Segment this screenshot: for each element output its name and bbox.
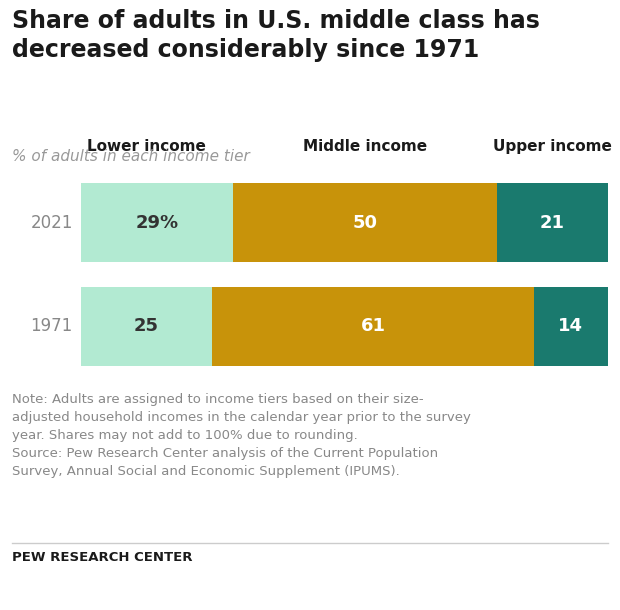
Text: Upper income: Upper income (493, 139, 612, 154)
Text: 25: 25 (134, 317, 159, 336)
Bar (212, 287, 534, 366)
Bar (81, 183, 233, 262)
Text: 1971: 1971 (30, 317, 73, 336)
Text: Note: Adults are assigned to income tiers based on their size-
adjusted househol: Note: Adults are assigned to income tier… (12, 393, 471, 478)
Bar (534, 287, 608, 366)
Text: 2021: 2021 (30, 214, 73, 232)
Text: 14: 14 (558, 317, 583, 336)
Text: Lower income: Lower income (87, 139, 206, 154)
Bar (81, 287, 212, 366)
Bar (497, 183, 608, 262)
Text: Middle income: Middle income (303, 139, 427, 154)
Text: PEW RESEARCH CENTER: PEW RESEARCH CENTER (12, 551, 193, 564)
Text: 61: 61 (361, 317, 386, 336)
Text: Share of adults in U.S. middle class has
decreased considerably since 1971: Share of adults in U.S. middle class has… (12, 9, 540, 62)
Text: 50: 50 (353, 214, 378, 232)
Bar (233, 183, 497, 262)
Text: 29%: 29% (135, 214, 179, 232)
Text: 21: 21 (540, 214, 565, 232)
Text: % of adults in each income tier: % of adults in each income tier (12, 149, 250, 165)
